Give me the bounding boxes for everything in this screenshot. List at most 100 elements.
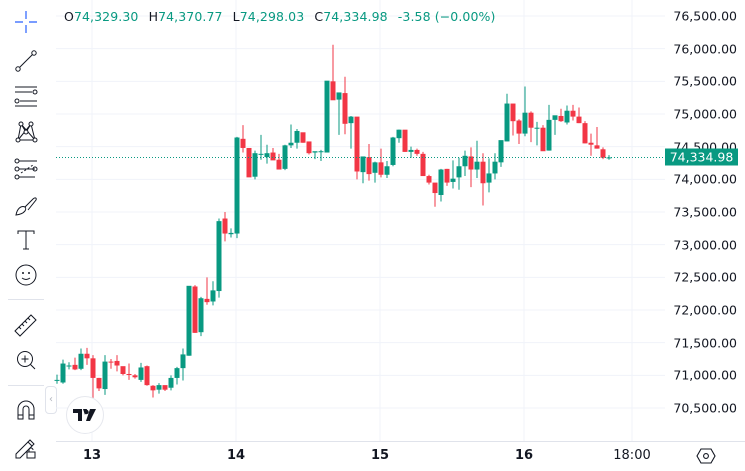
- price-tick-label: 75,500.00: [673, 73, 737, 89]
- emoji-tool[interactable]: [10, 261, 42, 289]
- candle: [402, 129, 408, 152]
- candle: [60, 359, 66, 384]
- toolbar-divider: [8, 385, 44, 386]
- settings-hex-icon: [696, 448, 716, 464]
- time-axis[interactable]: 13 14 15 16 18:00: [56, 441, 745, 471]
- horizontal-lines-icon: [14, 86, 38, 107]
- candle: [306, 141, 312, 155]
- candle: [558, 108, 564, 122]
- ruler-icon: [14, 314, 37, 337]
- candle: [432, 182, 438, 207]
- zoom-in-icon: [17, 351, 36, 370]
- candle: [222, 211, 228, 242]
- open-value: 74,329.30: [73, 9, 139, 24]
- candle: [438, 168, 444, 202]
- horizontal-lines-tool[interactable]: [10, 82, 42, 110]
- candle: [444, 168, 450, 186]
- candle: [150, 385, 156, 398]
- candle: [504, 93, 510, 142]
- fib-retracement-icon: [14, 158, 38, 180]
- ruler-tool[interactable]: [10, 310, 42, 338]
- candle: [576, 107, 582, 124]
- trend-line-icon: [15, 50, 37, 72]
- candle: [132, 374, 138, 379]
- candle: [546, 104, 552, 151]
- last-price-badge: 74,334.98: [665, 148, 738, 166]
- candle: [228, 228, 234, 238]
- candle: [276, 153, 282, 170]
- candle: [480, 153, 486, 206]
- text-tool[interactable]: [10, 226, 42, 254]
- price-axis[interactable]: 76,500.00 76,000.00 75,500.00 75,000.00 74,5…: [665, 0, 745, 441]
- candle: [126, 363, 132, 380]
- brush-tool[interactable]: [10, 192, 42, 220]
- price-tick-label: 73,500.00: [673, 204, 737, 220]
- fib-retracement-tool[interactable]: [10, 155, 42, 183]
- magnet-tool[interactable]: [10, 396, 42, 424]
- candle: [318, 149, 324, 162]
- candle: [468, 147, 474, 188]
- candle: [72, 357, 78, 371]
- candle: [156, 383, 162, 394]
- pattern-icon: [15, 121, 38, 143]
- high-key: H: [148, 9, 159, 24]
- time-tick-label: 16: [514, 448, 534, 463]
- candle: [162, 385, 168, 391]
- candle: [240, 125, 246, 153]
- candle: [180, 348, 186, 381]
- candle: [54, 374, 60, 384]
- candle: [102, 355, 108, 395]
- candle: [456, 157, 462, 190]
- candle: [396, 129, 402, 143]
- text-icon: [17, 230, 35, 250]
- candle: [234, 136, 240, 239]
- chart-settings-button[interactable]: [696, 447, 716, 465]
- candle: [462, 150, 468, 177]
- candle: [360, 156, 366, 184]
- candle: [294, 129, 300, 149]
- lock-drawings-tool[interactable]: [10, 433, 42, 461]
- candle: [384, 161, 390, 179]
- candlestick-chart[interactable]: [0, 0, 745, 441]
- time-tick-label: 14: [226, 448, 246, 463]
- collapse-toolbar-button[interactable]: ‹: [45, 386, 57, 414]
- candle: [582, 121, 588, 144]
- candle: [528, 111, 534, 143]
- crosshair-tool[interactable]: [10, 8, 42, 36]
- close-value: 74,334.98: [323, 9, 388, 24]
- low-key: L: [232, 9, 240, 24]
- candle: [198, 296, 204, 337]
- candle: [342, 76, 348, 135]
- candle: [336, 92, 342, 135]
- candle: [252, 150, 258, 180]
- candle: [414, 148, 420, 156]
- candle: [288, 124, 294, 148]
- tradingview-logo-icon: [73, 409, 96, 421]
- candle: [114, 355, 120, 372]
- toolbar-divider: [8, 299, 44, 300]
- candle: [498, 140, 504, 167]
- candle: [570, 104, 576, 121]
- candle: [564, 105, 570, 125]
- price-tick-label: 71,500.00: [673, 335, 737, 351]
- candle: [192, 285, 198, 333]
- open-key: O: [64, 9, 74, 24]
- time-tick-label: 13: [82, 448, 102, 463]
- candle: [330, 44, 336, 101]
- candle: [120, 366, 126, 376]
- low-value: 74,298.03: [239, 9, 305, 24]
- candle: [204, 277, 210, 305]
- candle: [174, 366, 180, 385]
- candle: [258, 134, 264, 160]
- time-tick-label: 15: [370, 448, 390, 463]
- magnet-icon: [17, 400, 35, 420]
- pattern-tool[interactable]: [10, 117, 42, 145]
- tradingview-logo[interactable]: [66, 396, 104, 434]
- trend-line-tool[interactable]: [10, 47, 42, 75]
- price-tick-label: 74,000.00: [673, 171, 737, 187]
- candle: [138, 362, 144, 382]
- zoom-in-tool[interactable]: [10, 346, 42, 374]
- candle: [594, 127, 600, 149]
- candle: [420, 151, 426, 177]
- ohlc-legend: O74,329.30 H74,370.77 L74,298.03 C74,334…: [64, 9, 495, 24]
